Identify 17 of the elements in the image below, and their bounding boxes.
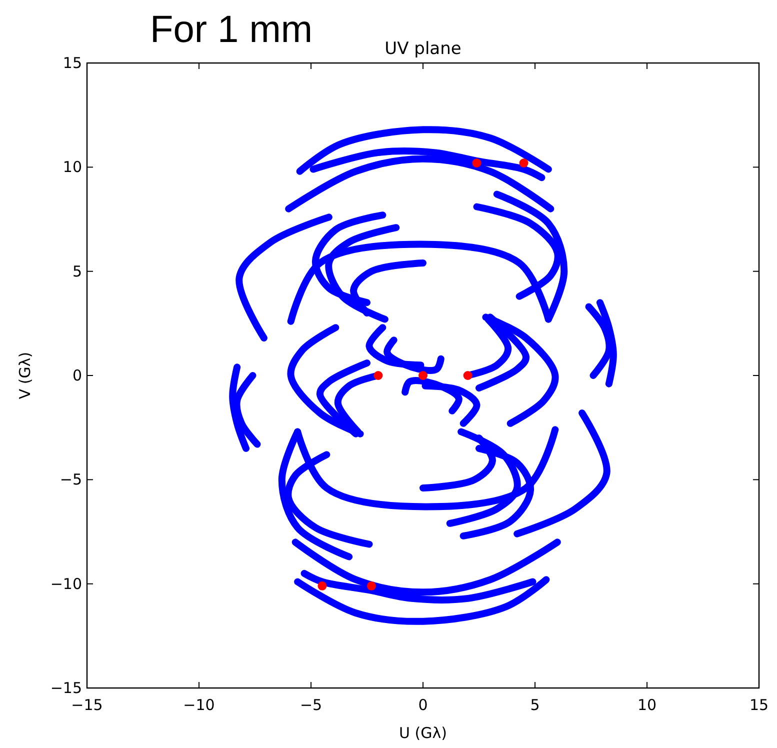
x-tick-label: −5: [300, 696, 322, 714]
y-axis-title: V (Gλ): [16, 352, 34, 400]
x-axis-title: U (Gλ): [399, 724, 447, 742]
y-tick-label: −10: [50, 574, 82, 593]
y-tick-label: 15: [62, 54, 82, 72]
x-tick-label: −10: [183, 696, 215, 714]
x-tick-label: 15: [749, 696, 769, 714]
y-tick-label: −15: [50, 679, 82, 697]
y-tick-label: −5: [60, 470, 82, 489]
chart-title: UV plane: [384, 39, 462, 59]
y-tick-label: 5: [72, 262, 82, 280]
text: For 1 mm: [150, 9, 313, 51]
x-tick-label: 0: [418, 696, 428, 714]
y-tick-label: 0: [72, 366, 82, 384]
y-tick-label: 10: [62, 158, 82, 176]
x-tick-label: 10: [637, 696, 657, 714]
x-tick-label: 5: [530, 696, 540, 714]
